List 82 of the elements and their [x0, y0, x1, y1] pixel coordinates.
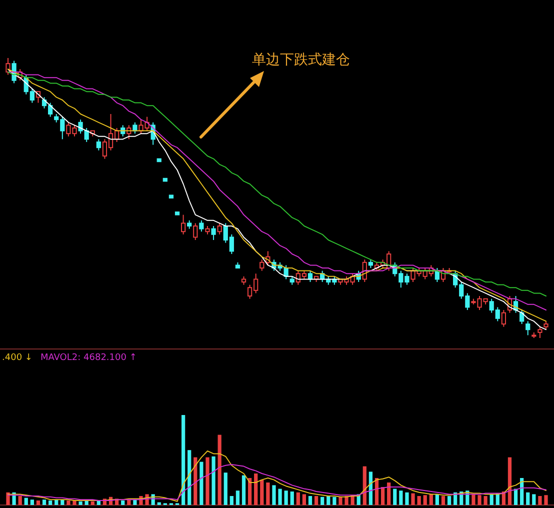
candlestick [211, 226, 216, 240]
bar [78, 501, 82, 505]
bar [30, 500, 34, 505]
bar [417, 496, 421, 505]
bar [127, 500, 131, 505]
bar [60, 500, 64, 505]
bar [526, 492, 530, 505]
bar [302, 494, 306, 505]
bar [393, 488, 397, 505]
bar [24, 498, 28, 505]
bar [121, 500, 125, 505]
bar [362, 466, 366, 505]
candlestick [260, 259, 264, 272]
bar [435, 494, 440, 505]
bar [387, 482, 391, 505]
bar [472, 494, 476, 505]
bar [284, 490, 288, 505]
text: MAVOL2: 4682.100 ↑ [40, 353, 137, 363]
bar [429, 494, 433, 505]
bar [242, 475, 246, 505]
bar [133, 500, 137, 505]
bar [72, 500, 76, 505]
bar [544, 495, 548, 505]
candlestick [199, 220, 204, 232]
candlestick [180, 214, 186, 235]
bar [36, 500, 40, 505]
bar [411, 493, 415, 505]
bar [181, 415, 186, 505]
bar [490, 494, 494, 505]
candlestick [217, 222, 222, 235]
bar [278, 488, 282, 505]
bar [42, 500, 46, 505]
bar [272, 485, 276, 505]
candlestick [6, 58, 10, 76]
candlestick [526, 320, 530, 336]
bar [380, 487, 385, 505]
bar [308, 496, 312, 505]
bar [194, 457, 198, 505]
bar [484, 496, 488, 505]
bar [66, 500, 70, 505]
bar [206, 457, 210, 505]
bar [332, 496, 336, 505]
bar [6, 492, 10, 505]
text: .400 ↓ [2, 353, 32, 363]
bar [18, 496, 22, 505]
bar [338, 496, 342, 505]
bar [399, 490, 403, 505]
bar [314, 496, 318, 505]
bar [368, 472, 373, 505]
bar [326, 496, 330, 505]
bar [266, 482, 270, 505]
candlestick [538, 326, 542, 338]
bar [212, 456, 216, 505]
bar [290, 492, 294, 505]
bar [405, 492, 409, 505]
bar [532, 494, 536, 505]
candlestick [96, 138, 101, 151]
bar [296, 492, 300, 505]
candlestick [193, 222, 198, 240]
bar [200, 462, 204, 505]
bar [224, 472, 228, 505]
bar [447, 496, 452, 505]
bar [218, 434, 222, 505]
bar [441, 496, 446, 505]
bar [508, 457, 512, 505]
bar [54, 500, 58, 505]
bar [236, 490, 240, 505]
bar [423, 495, 427, 505]
bar [320, 496, 324, 505]
bar [260, 480, 264, 505]
bar [48, 500, 52, 505]
annotation: 单边下跌式建仓 [252, 52, 350, 68]
bar [90, 501, 94, 505]
bar [248, 478, 252, 505]
candlestick [132, 122, 138, 134]
bar [188, 450, 192, 505]
bar [157, 502, 161, 505]
bar [538, 496, 542, 505]
bar [230, 496, 234, 505]
candlestick [501, 310, 506, 328]
bar [254, 474, 258, 505]
bar [478, 495, 482, 505]
